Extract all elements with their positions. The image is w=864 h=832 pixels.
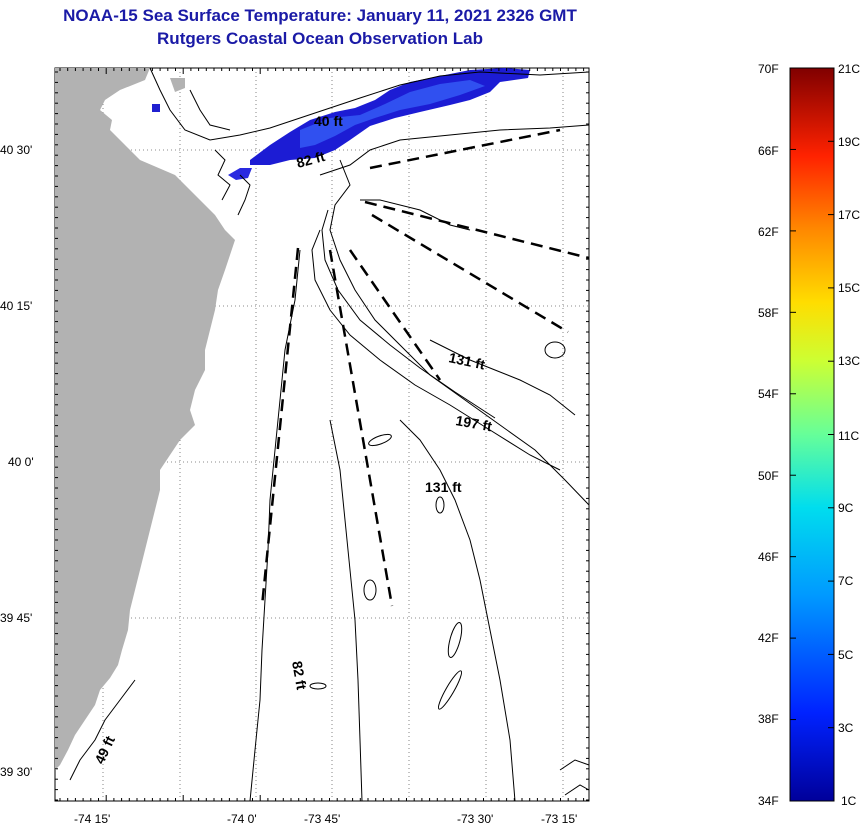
lon-label-4: -73 30' xyxy=(457,812,493,826)
colorbar: 70F 66F 62F 58F 54F 50F 46F 42F 38F 34F … xyxy=(758,62,860,808)
cb-c-label: 15C xyxy=(838,281,860,295)
lat-label-3: 40 0' xyxy=(8,455,34,469)
contour-label-40ft: 40 ft xyxy=(314,113,343,129)
cb-f-label: 66F xyxy=(758,144,779,158)
cb-c-label: 11C xyxy=(838,429,859,443)
cb-f-label: 46F xyxy=(758,550,779,564)
frame-ticks xyxy=(55,68,589,801)
lon-label-5: -73 15' xyxy=(541,812,577,826)
contour-label-82ft-top: 82 ft xyxy=(295,148,327,171)
cb-f-label: 50F xyxy=(758,469,779,483)
depth-contours xyxy=(69,124,590,802)
lon-label-2: -74 0' xyxy=(227,812,257,826)
contour-labels: 40 ft 82 ft 131 ft 197 ft 131 ft 82 ft 4… xyxy=(91,113,493,766)
cb-c-label: 3C xyxy=(838,721,854,735)
latitude-labels: 40 30' 40 15' 40 0' 39 45' 39 30' xyxy=(0,143,34,779)
land-mass xyxy=(55,68,235,770)
contour-label-197ft: 197 ft xyxy=(454,412,493,434)
cb-c-label: 13C xyxy=(838,354,860,368)
map-subtitle: Rutgers Coastal Ocean Observation Lab xyxy=(157,29,483,48)
cb-f-label: 34F xyxy=(758,794,779,808)
cb-c-label: 17C xyxy=(838,208,860,222)
lat-label-1: 40 30' xyxy=(0,143,32,157)
colorbar-gradient xyxy=(789,67,835,802)
cb-c-label: 1C xyxy=(841,794,857,808)
lon-label-3: -73 45' xyxy=(304,812,340,826)
dashed-lanes xyxy=(260,128,590,607)
land-fragment xyxy=(170,78,185,92)
cb-c-label: 7C xyxy=(838,574,854,588)
colorbar-ticks xyxy=(790,67,834,802)
contour-label-82ft-low: 82 ft xyxy=(289,660,310,691)
cb-c-label: 19C xyxy=(838,135,860,149)
contour-label-131ft-mid: 131 ft xyxy=(447,349,486,372)
cb-f-label: 42F xyxy=(758,631,779,645)
cb-f-label: 70F xyxy=(758,62,779,76)
cb-f-label: 58F xyxy=(758,306,779,320)
cb-c-label: 9C xyxy=(838,501,854,515)
lat-label-4: 39 45' xyxy=(0,611,32,625)
cb-c-label: 21C xyxy=(838,62,860,76)
map-title: NOAA-15 Sea Surface Temperature: January… xyxy=(63,6,577,25)
coastline xyxy=(149,67,590,216)
cb-f-label: 54F xyxy=(758,387,779,401)
cb-f-label: 38F xyxy=(758,712,779,726)
lon-label-1: -74 15' xyxy=(74,812,110,826)
sst-data-patch xyxy=(152,68,530,180)
longitude-labels: -74 15' -74 0' -73 45' -73 30' -73 15' xyxy=(74,812,577,826)
lat-label-5: 39 30' xyxy=(0,765,32,779)
lat-label-2: 40 15' xyxy=(0,299,32,313)
contour-label-131ft-low: 131 ft xyxy=(425,479,462,495)
cb-f-label: 62F xyxy=(758,225,779,239)
cb-c-label: 5C xyxy=(838,648,854,662)
